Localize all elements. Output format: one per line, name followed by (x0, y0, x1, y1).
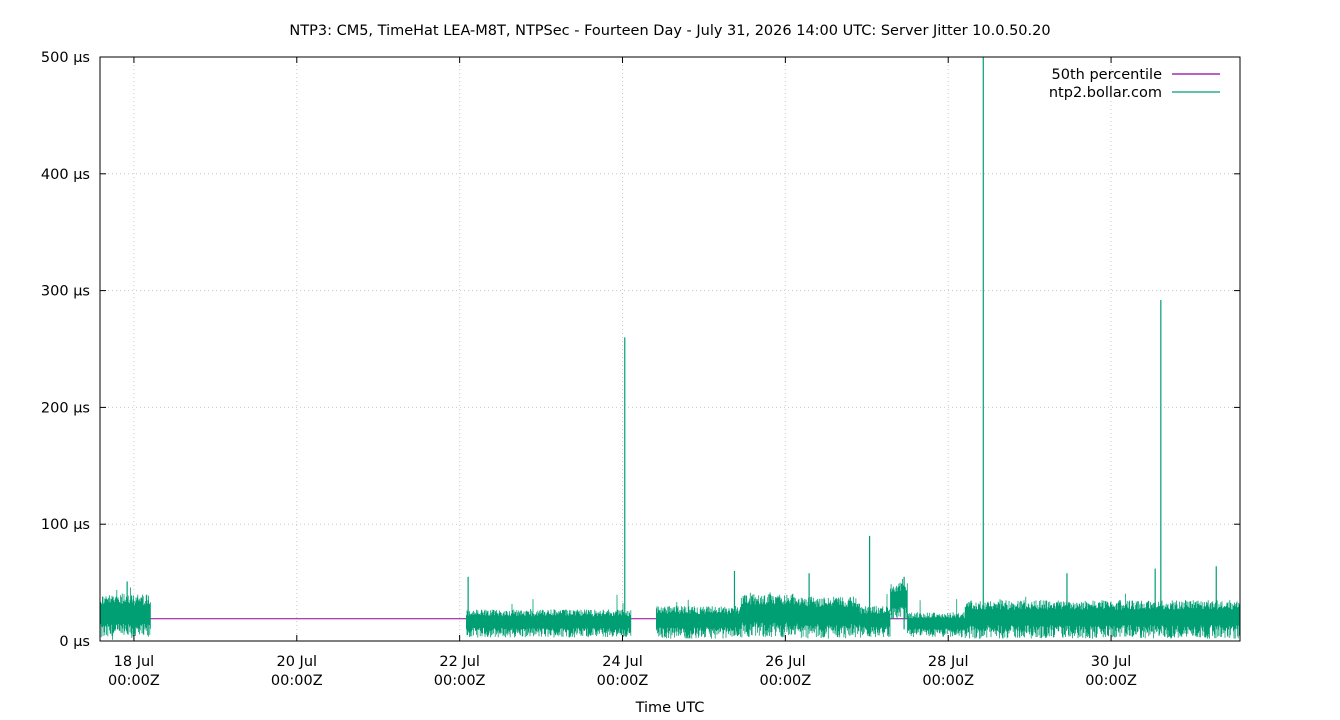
series-jitter-band (964, 593, 1241, 639)
x-tick-label-time: 00:00Z (271, 673, 323, 689)
x-tick-label-day: 30 Jul (1091, 654, 1132, 670)
y-tick-label: 100 µs (41, 517, 90, 533)
x-tick-label-time: 00:00Z (922, 673, 974, 689)
grid-lines (100, 57, 1240, 641)
x-tick-label-day: 18 Jul (114, 654, 155, 670)
y-tick-label: 300 µs (41, 284, 90, 300)
chart-title: NTP3: CM5, TimeHat LEA-M8T, NTPSec - Fou… (289, 23, 1050, 39)
x-tick-label-time: 00:00Z (597, 673, 649, 689)
series-jitter-band (99, 587, 151, 640)
x-axis-label: Time UTC (635, 700, 705, 716)
series-jitter-band (859, 594, 891, 638)
y-tick-label: 500 µs (41, 50, 90, 66)
legend-label: 50th percentile (1052, 67, 1163, 83)
legend-label: ntp2.bollar.com (1049, 85, 1162, 101)
y-tick-label: 200 µs (41, 400, 90, 416)
x-tick-label-day: 26 Jul (765, 654, 806, 670)
x-tick-label-time: 00:00Z (759, 673, 811, 689)
x-tick-label-time: 00:00Z (434, 673, 486, 689)
x-tick-label-day: 24 Jul (602, 654, 643, 670)
x-tick-label-day: 20 Jul (277, 654, 318, 670)
series-jitter-band (656, 599, 742, 639)
series-layer (99, 57, 1241, 640)
plot-border (99, 56, 1241, 642)
series-jitter-band (740, 592, 800, 638)
legend: 50th percentile ntp2.bollar.com (1049, 67, 1220, 101)
x-tick-label-day: 22 Jul (439, 654, 480, 670)
x-tick-label-time: 00:00Z (108, 673, 160, 689)
x-tick-label-time: 00:00Z (1085, 673, 1137, 689)
series-jitter-band (907, 599, 966, 638)
y-tick-label: 0 µs (59, 634, 90, 650)
series-jitter-band (798, 596, 860, 639)
x-axis: 18 Jul 00:00Z 20 Jul 00:00Z 22 Jul 00:00Z 24 J… (108, 57, 1137, 689)
y-axis: 0 µs 100 µs 200 µs 300 µs 400 µs 500 µs (41, 50, 1240, 650)
series-jitter-band (890, 579, 908, 620)
x-tick-label-day: 28 Jul (928, 654, 969, 670)
series-jitter-band (466, 594, 632, 638)
y-tick-label: 400 µs (41, 167, 90, 183)
